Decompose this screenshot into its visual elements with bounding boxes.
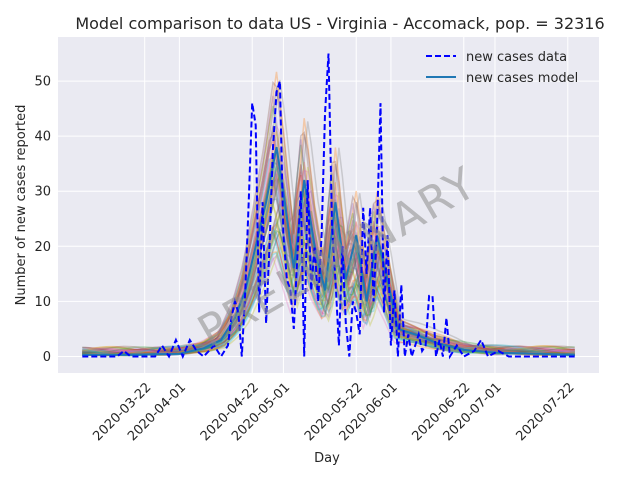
legend-label-model: new cases model [466,71,578,86]
legend: new cases data new cases model [426,50,578,86]
model-run-line [82,165,575,356]
model-run-line [82,147,575,356]
model-run-line [82,80,575,355]
y-tick-label: 50 [34,75,51,90]
model-run-line [82,166,575,356]
model-run-line [82,173,575,356]
y-tick-label: 30 [34,185,51,200]
series-line-new-cases-data [82,53,575,360]
model-run-line [82,165,575,356]
y-tick-label: 40 [34,130,51,145]
model-run-line [82,217,575,357]
model-run-line [82,71,575,355]
model-run-line [82,229,575,357]
y-axis-label: Number of new cases reported [14,105,29,306]
model-run-line [82,199,575,356]
x-axis-label: Day [314,451,340,466]
model-run-line [82,87,575,356]
y-tick-label: 20 [34,240,51,255]
x-tick-label: 2020-07-22 [513,380,577,444]
model-run-line [82,157,575,356]
model-run-line [82,171,575,356]
model-run-line [82,127,575,356]
model-run-line [82,173,575,356]
y-tick-label: 0 [43,350,51,365]
series-layer [82,53,575,360]
series-line-new-cases-model [82,147,575,356]
y-tick-label: 10 [34,295,51,310]
plot-area [58,37,599,373]
model-run-line [82,95,575,356]
model-run-line [82,105,575,356]
model-run-line [82,251,575,357]
legend-label-data: new cases data [466,50,567,65]
chart-title: Model comparison to data US - Virginia -… [75,14,604,33]
